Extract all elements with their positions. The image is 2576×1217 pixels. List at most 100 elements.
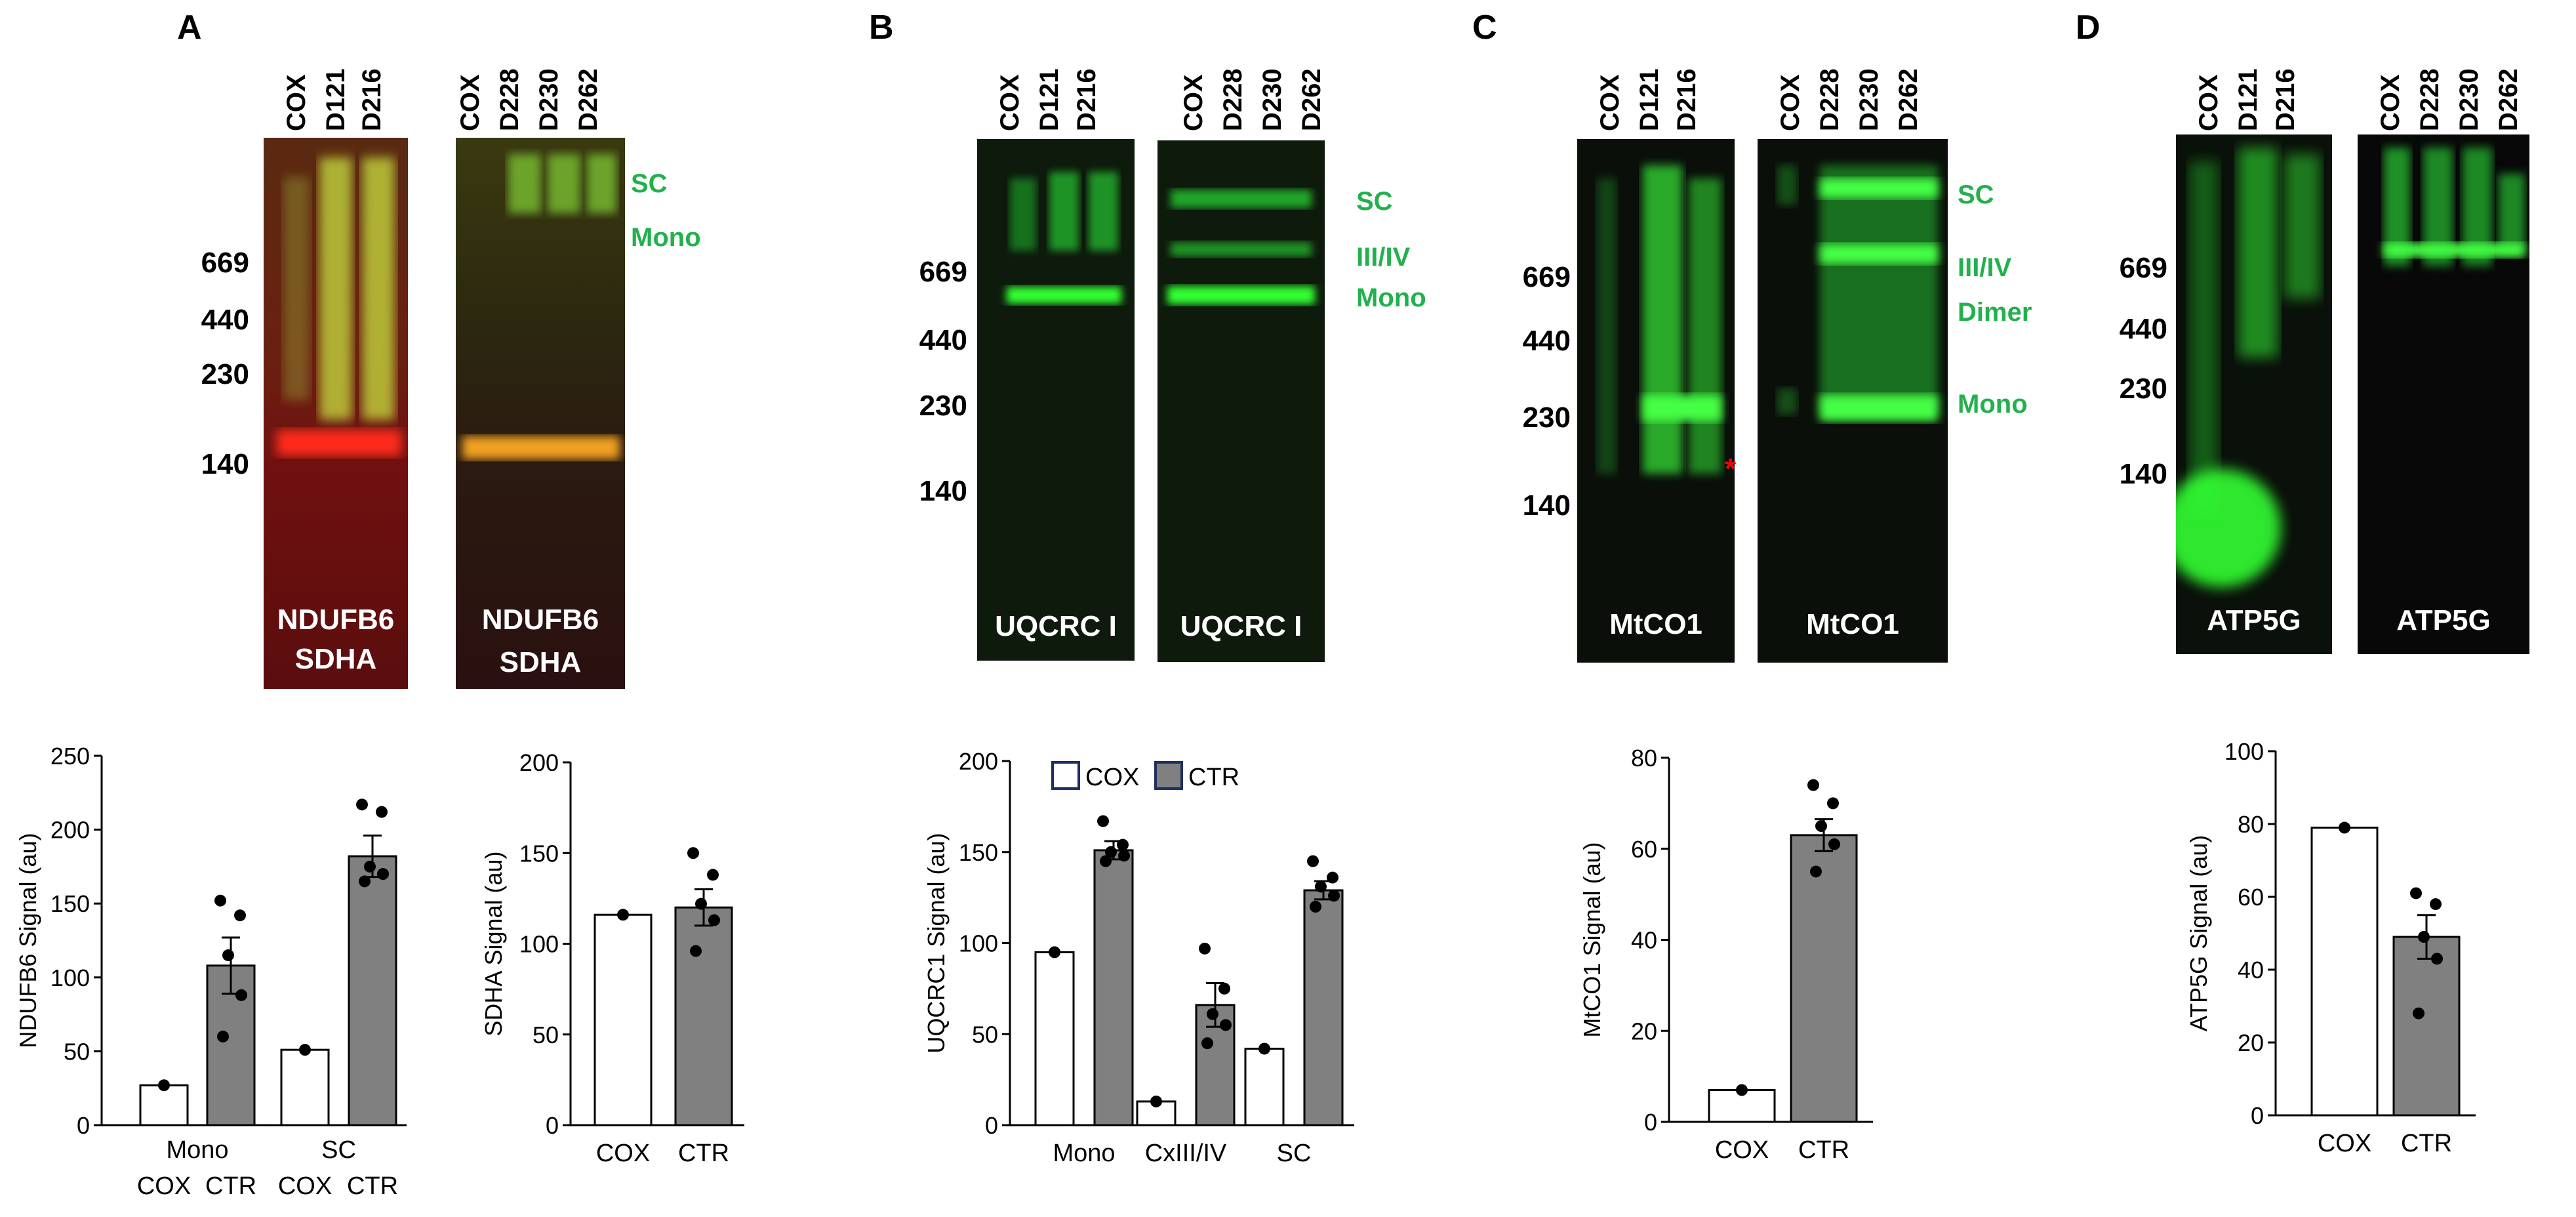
legend-swatch-ctr: [1154, 761, 1183, 790]
x-category-label: COX: [1715, 1136, 1769, 1164]
lane-label-d228: D228: [495, 68, 524, 131]
y-tick-label: 150: [50, 890, 90, 917]
y-axis-label: ATP5G Signal (au): [2185, 835, 2212, 1031]
data-point: [1807, 779, 1819, 791]
data-point: [1328, 890, 1340, 902]
blot-a-left: NDUFB6 SDHA: [264, 138, 408, 689]
blot-d-left-bands: [2176, 148, 2320, 587]
mw-b-140: 140: [919, 475, 967, 507]
mw-c-440: 440: [1522, 325, 1571, 357]
lane-label-d230: D230: [1258, 68, 1287, 131]
x-category-label: COX: [137, 1172, 191, 1200]
x-group-label: SC: [321, 1136, 356, 1164]
data-point: [1307, 855, 1319, 867]
data-point: [687, 847, 699, 859]
lane-label-d262: D262: [2494, 68, 2523, 131]
bar-cox: [1034, 951, 1075, 1126]
blot-c-right-bands: [1777, 165, 1938, 421]
blot-b-right: UQCRC I: [1157, 140, 1325, 662]
lane-label-cox: COX: [2376, 74, 2405, 131]
data-point: [1207, 1008, 1218, 1020]
y-tick-label: 0: [2251, 1102, 2264, 1129]
mw-d-230: 230: [2119, 373, 2167, 405]
data-point: [1815, 820, 1827, 833]
lane-label-cox: COX: [456, 74, 485, 131]
red-asterisk: *: [1725, 453, 1737, 485]
lane-label-cox: COX: [996, 74, 1024, 131]
mw-d-669: 669: [2119, 252, 2167, 284]
lane-label-d216: D216: [1072, 68, 1101, 131]
blot-c-left-label: MtCO1: [1609, 608, 1702, 640]
y-tick-label: 60: [2238, 884, 2264, 911]
lane-label-d121: D121: [2234, 68, 2263, 131]
bar-cox: [1708, 1088, 1776, 1123]
data-point: [1049, 946, 1060, 959]
blot-d-left-label: ATP5G: [2207, 604, 2301, 636]
mw-a-140: 140: [201, 448, 249, 480]
data-point: [1150, 1095, 1162, 1107]
data-point: [690, 945, 702, 957]
y-tick-label: 20: [1631, 1018, 1657, 1044]
x-category-label: CTR: [347, 1172, 398, 1200]
legend-swatch-cox: [1051, 761, 1080, 790]
lane-label-cox: COX: [1596, 74, 1624, 131]
lane-label-d228: D228: [1815, 68, 1844, 131]
y-axis-label: NDUFB6 Signal (au): [14, 833, 41, 1048]
data-point: [1310, 901, 1321, 913]
data-point: [1100, 855, 1112, 867]
panel-letter-d: D: [2076, 9, 2101, 47]
lane-label-d121: D121: [1035, 68, 1064, 131]
bar-ctr: [348, 855, 397, 1126]
blot-a-left-bands: [277, 157, 401, 456]
data-point: [2430, 898, 2442, 911]
y-tick-label: 60: [1631, 836, 1657, 863]
lane-label-d262: D262: [574, 68, 603, 131]
bar-ctr: [206, 964, 256, 1126]
data-point: [1827, 797, 1839, 810]
bar-ctr: [674, 906, 733, 1126]
data-point: [1105, 846, 1117, 858]
data-point: [1117, 838, 1129, 851]
mw-d-440: 440: [2119, 313, 2167, 345]
blot-c-right-label: MtCO1: [1806, 608, 1899, 640]
blot-a-right: NDUFB6 SDHA: [456, 138, 625, 689]
y-tick-label: 50: [533, 1021, 559, 1048]
data-point: [617, 909, 629, 921]
mw-c-140: 140: [1522, 489, 1571, 522]
lane-label-d121: D121: [1635, 68, 1664, 131]
data-point: [708, 914, 720, 926]
lane-label-d228: D228: [1218, 68, 1247, 131]
data-point: [1736, 1084, 1748, 1096]
blot-a-left-label-2: SDHA: [294, 643, 377, 675]
data-point: [2410, 887, 2422, 899]
blot-a-left-label-1: NDUFB6: [277, 604, 395, 636]
x-category-label: CTR: [678, 1140, 729, 1167]
data-point: [299, 1044, 311, 1056]
data-point: [1810, 865, 1822, 878]
bar-cox: [2310, 827, 2379, 1117]
legend-label-cox: COX: [1085, 764, 1139, 791]
blot-d-right-label: ATP5G: [2396, 604, 2491, 636]
panel-letter-c: C: [1472, 9, 1497, 47]
data-point: [2418, 931, 2430, 943]
data-point: [364, 860, 376, 873]
mw-c-669: 669: [1522, 261, 1571, 293]
y-tick-label: 80: [1631, 745, 1657, 772]
data-point: [1220, 1019, 1232, 1031]
lane-label-cox: COX: [282, 74, 311, 131]
lane-label-d228: D228: [2415, 68, 2444, 131]
mw-d-140: 140: [2119, 458, 2167, 490]
data-point: [377, 868, 389, 880]
data-point: [214, 894, 226, 907]
data-point: [356, 798, 368, 811]
x-category-label: COX: [278, 1172, 332, 1200]
lane-label-d121: D121: [321, 68, 350, 131]
y-axis-label: MtCO1 Signal (au): [1579, 842, 1605, 1037]
y-tick-label: 250: [50, 743, 90, 770]
mw-a-440: 440: [201, 304, 249, 336]
x-category-label: SC: [1277, 1140, 1312, 1167]
y-tick-label: 100: [50, 964, 90, 991]
data-point: [707, 869, 719, 881]
data-point: [1097, 815, 1109, 827]
blot-a-right-bands: [462, 154, 620, 459]
